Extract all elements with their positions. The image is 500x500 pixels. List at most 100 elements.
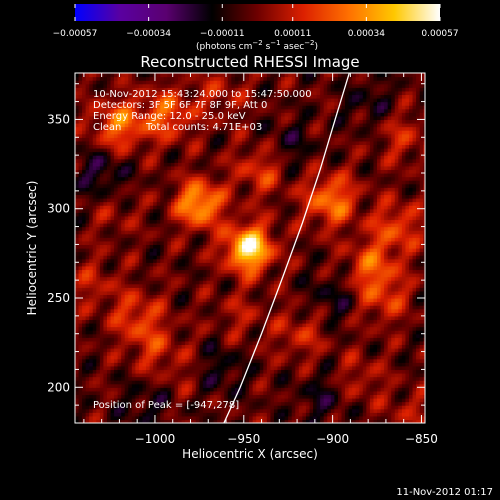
heatmap-cell [238, 90, 243, 96]
heatmap-cell [202, 265, 208, 271]
heatmap-cell [124, 101, 129, 106]
heatmap-cell [163, 362, 168, 367]
heatmap-cell [160, 205, 165, 210]
heatmap-cell [234, 201, 240, 206]
heatmap-cell [167, 319, 172, 324]
heatmap-cell [110, 73, 115, 78]
heatmap-cell [252, 244, 257, 249]
heatmap-cell [234, 205, 240, 210]
heatmap-cell [96, 323, 101, 328]
heatmap-cell [149, 230, 154, 235]
heatmap-cell [135, 80, 140, 85]
heatmap-cell [110, 383, 115, 388]
heatmap-cell [227, 273, 232, 278]
heatmap-cell [188, 301, 193, 306]
heatmap-cell [163, 148, 168, 153]
heatmap-cell [220, 419, 225, 423]
heatmap-cell [89, 387, 94, 392]
heatmap-cell [238, 273, 243, 278]
heatmap-cell [167, 155, 172, 160]
heatmap-cell [103, 290, 108, 296]
heatmap-cell [231, 373, 236, 378]
heatmap-cell [195, 151, 200, 156]
heatmap-cell [117, 119, 122, 124]
heatmap-cell [174, 183, 179, 188]
heatmap-cell [224, 140, 229, 146]
heatmap-cell [234, 333, 240, 338]
heatmap-cell [149, 405, 154, 410]
heatmap-cell [170, 148, 176, 153]
heatmap-cell [124, 140, 129, 146]
heatmap-cell [85, 298, 90, 303]
heatmap-cell [167, 180, 172, 185]
heatmap-cell [110, 280, 115, 285]
heatmap-cell [114, 362, 119, 367]
heatmap-cell [202, 315, 208, 321]
heatmap-cell [245, 180, 250, 185]
heatmap-cell [153, 162, 158, 167]
heatmap-cell [199, 223, 204, 228]
heatmap-cell [213, 219, 218, 224]
heatmap-cell [188, 87, 193, 92]
heatmap-cell [85, 376, 90, 381]
heatmap-cell [142, 101, 147, 106]
heatmap-cell [199, 280, 204, 285]
heatmap-cell [245, 140, 250, 146]
heatmap-cell [170, 358, 176, 363]
heatmap-cell [227, 305, 232, 310]
heatmap-cell [131, 180, 137, 185]
heatmap-cell [103, 415, 108, 421]
heatmap-cell [181, 183, 186, 188]
heatmap-cell [227, 365, 232, 371]
heatmap-cell [99, 176, 105, 181]
heatmap-cell [199, 283, 204, 288]
heatmap-cell [153, 190, 158, 196]
heatmap-cell [92, 419, 97, 423]
heatmap-cell [124, 219, 129, 224]
heatmap-cell [206, 190, 211, 196]
heatmap-cell [96, 355, 101, 360]
heatmap-cell [163, 298, 168, 303]
heatmap-cell [92, 144, 97, 149]
heatmap-cell [124, 119, 129, 124]
heatmap-cell [85, 155, 90, 160]
heatmap-cell [142, 80, 147, 85]
heatmap-cell [245, 290, 250, 296]
heatmap-cell [206, 337, 211, 342]
heatmap-cell [124, 98, 129, 103]
heatmap-cell [138, 112, 144, 117]
heatmap-cell [220, 226, 225, 231]
heatmap-cell [92, 333, 97, 338]
heatmap-cell [245, 230, 250, 235]
heatmap-cell [106, 398, 112, 403]
heatmap-cell [153, 240, 158, 246]
heatmap-cell [206, 176, 211, 181]
heatmap-cell [202, 76, 208, 81]
heatmap-cell [128, 133, 133, 138]
heatmap-cell [170, 208, 176, 213]
heatmap-cell [249, 173, 254, 178]
heatmap-cell [163, 233, 168, 238]
heatmap-cell [174, 298, 179, 303]
heatmap-cell [170, 151, 176, 156]
heatmap-cell [227, 115, 232, 121]
heatmap-cell [195, 315, 200, 321]
heatmap-cell [195, 319, 200, 324]
heatmap-cell [82, 187, 87, 192]
heatmap-cell [135, 105, 140, 110]
heatmap-cell [85, 90, 90, 96]
heatmap-cell [185, 258, 190, 263]
heatmap-cell [192, 312, 197, 317]
heatmap-cell [114, 390, 119, 396]
heatmap-cell [249, 319, 254, 324]
heatmap-cell [217, 215, 222, 221]
heatmap-cell [96, 390, 101, 396]
heatmap-cell [135, 162, 140, 167]
heatmap-cell [238, 362, 243, 367]
heatmap-cell [185, 108, 190, 113]
heatmap-cell [96, 151, 101, 156]
heatmap-cell [217, 137, 222, 142]
heatmap-cell [135, 176, 140, 181]
heatmap-cell [92, 94, 97, 99]
heatmap-cell [121, 98, 126, 103]
